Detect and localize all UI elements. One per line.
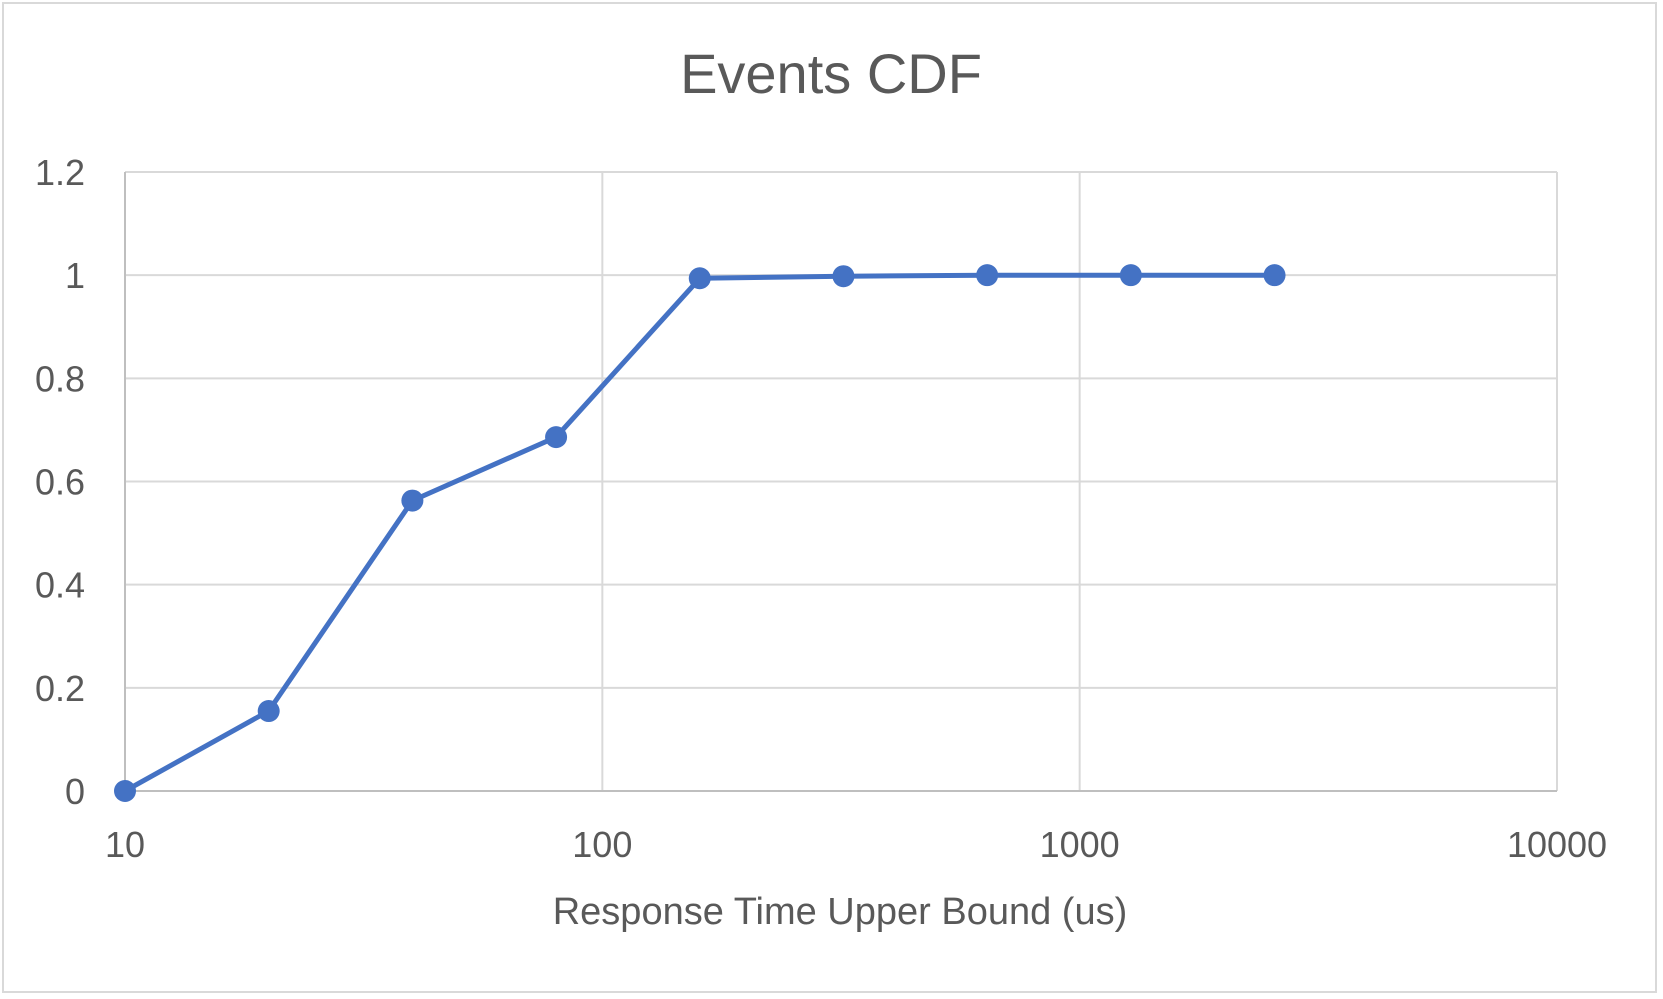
series-layer — [114, 264, 1286, 802]
axes — [124, 172, 1557, 792]
data-point — [257, 700, 280, 723]
x-tick-label: 10000 — [1507, 824, 1607, 865]
y-tick-label: 1.2 — [35, 152, 85, 193]
y-tick-label: 0 — [65, 771, 85, 812]
data-point — [1119, 264, 1142, 287]
y-tick-label: 0.4 — [35, 565, 85, 606]
data-point — [545, 426, 568, 449]
grid-lines — [125, 171, 1558, 791]
data-point — [832, 265, 855, 288]
tick-labels: 0 0.2 0.4 0.6 0.8 1 1.2 10 100 1000 10000 — [35, 152, 1607, 865]
x-tick-label: 10 — [105, 824, 145, 865]
y-tick-label: 1 — [65, 255, 85, 296]
chart-title: Events CDF — [680, 42, 982, 105]
x-tick-label: 1000 — [1040, 824, 1120, 865]
data-point — [688, 267, 711, 290]
data-point — [114, 780, 136, 802]
x-axis-title: Response Time Upper Bound (us) — [553, 891, 1128, 933]
data-point — [976, 264, 999, 287]
series-line — [123, 272, 1275, 794]
y-tick-label: 0.2 — [35, 668, 85, 709]
y-tick-label: 0.6 — [35, 462, 85, 503]
data-point — [1263, 264, 1286, 287]
data-point — [401, 489, 424, 512]
y-tick-label: 0.8 — [35, 358, 85, 399]
x-tick-label: 100 — [572, 824, 632, 865]
